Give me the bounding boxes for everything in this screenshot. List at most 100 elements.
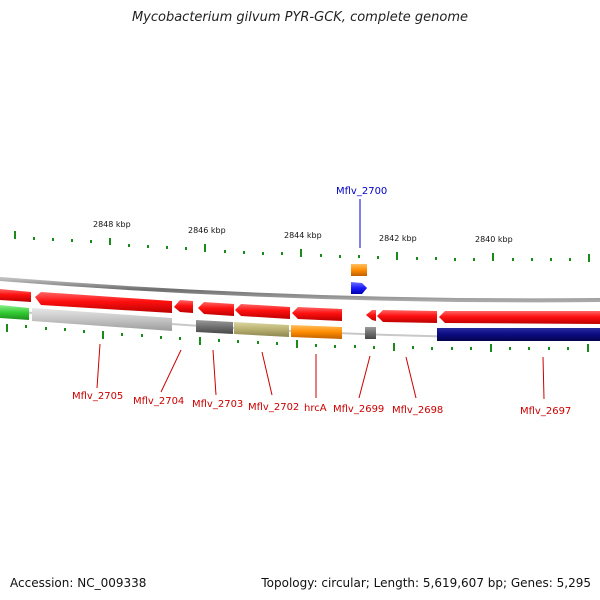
genome-backbone <box>0 277 600 303</box>
scale-label: 2844 kbp <box>284 231 322 240</box>
scale-tick <box>412 346 414 349</box>
gene-arrow[interactable] <box>35 292 172 313</box>
gene-block[interactable] <box>291 325 342 339</box>
gene-label[interactable]: Mflv_2699 <box>333 404 384 415</box>
scale-tick <box>509 347 511 350</box>
gene-label[interactable]: Mflv_2697 <box>520 406 571 417</box>
scale-tick <box>64 328 66 331</box>
scale-label: 2840 kbp <box>475 235 513 244</box>
callout-line <box>358 355 371 399</box>
scale-tick <box>14 231 16 239</box>
scale-tick <box>473 258 475 261</box>
callout-line <box>160 349 182 393</box>
scale-label: 2848 kbp <box>93 220 131 229</box>
scale-tick <box>528 347 530 350</box>
scale-labels: 2848 kbp 2846 kbp 2844 kbp 2842 kbp 2840… <box>93 220 513 244</box>
scale-tick <box>33 237 35 240</box>
scale-tick <box>83 330 85 333</box>
accession-text: Accession: NC_009338 <box>10 576 147 590</box>
scale-ticks-top <box>14 231 590 262</box>
scale-tick <box>454 258 456 261</box>
gene-feature[interactable] <box>351 264 367 276</box>
callout-line <box>212 349 217 396</box>
scale-tick <box>257 341 259 344</box>
scale-tick <box>6 324 8 332</box>
scale-tick <box>204 244 206 252</box>
scale-tick <box>300 249 302 257</box>
scale-tick <box>52 238 54 241</box>
scale-tick <box>185 247 187 250</box>
scale-tick <box>320 254 322 257</box>
gene-arrow[interactable] <box>366 310 376 321</box>
scale-tick <box>548 347 550 350</box>
scale-tick <box>512 258 514 261</box>
callout-line <box>405 356 417 399</box>
scale-tick <box>492 253 494 261</box>
scale-tick <box>243 251 245 254</box>
scale-tick <box>45 327 47 330</box>
scale-tick <box>587 344 589 352</box>
scale-tick <box>166 246 168 249</box>
gene-arrow[interactable] <box>235 304 290 319</box>
scale-tick <box>276 342 278 345</box>
scale-tick <box>435 257 437 260</box>
scale-tick <box>102 331 104 339</box>
gene-arrow[interactable] <box>0 289 31 302</box>
scale-label: 2846 kbp <box>188 226 226 235</box>
gene-label[interactable]: Mflv_2698 <box>392 405 443 416</box>
gene-arrow[interactable] <box>377 310 437 323</box>
gene-label[interactable]: Mflv_2705 <box>72 391 123 402</box>
gene-block[interactable] <box>32 308 172 331</box>
scale-tick <box>358 255 360 258</box>
scale-tick <box>354 345 356 348</box>
gene-label[interactable]: Mflv_2704 <box>133 396 184 407</box>
callout-line <box>261 351 273 396</box>
scale-tick <box>90 240 92 243</box>
scale-tick <box>431 347 433 350</box>
gene-label[interactable]: hrcA <box>304 403 327 414</box>
scale-tick <box>396 252 398 260</box>
scale-tick <box>373 346 375 349</box>
gene-label[interactable]: Mflv_2703 <box>192 399 243 410</box>
gene-arrow[interactable] <box>174 300 193 313</box>
genome-summary-text: Topology: circular; Length: 5,619,607 bp… <box>261 576 591 590</box>
scale-tick <box>179 337 181 340</box>
scale-tick <box>490 344 492 352</box>
gene-block[interactable] <box>234 322 289 337</box>
scale-tick <box>121 333 123 336</box>
scale-tick <box>451 347 453 350</box>
scale-tick <box>315 344 317 347</box>
scale-tick <box>470 347 472 350</box>
gene-block[interactable] <box>0 305 29 320</box>
gene-arrow[interactable] <box>439 311 600 324</box>
scale-tick <box>588 254 590 262</box>
scale-tick <box>218 339 220 342</box>
gene-arrow-highlight[interactable] <box>351 282 367 294</box>
forward-strand-features <box>0 264 600 324</box>
scale-tick <box>296 340 298 348</box>
gene-block[interactable] <box>196 320 233 334</box>
map-title: Mycobacterium gilvum PYR-GCK, complete g… <box>131 10 469 25</box>
gene-label[interactable]: Mflv_2702 <box>248 402 299 413</box>
callout-line <box>542 356 545 400</box>
scale-tick <box>567 347 569 350</box>
scale-ticks-bottom <box>6 324 589 352</box>
gene-label-highlight[interactable]: Mflv_2700 <box>336 186 387 197</box>
gene-callout-lines <box>96 199 545 400</box>
scale-tick <box>393 343 395 351</box>
scale-tick <box>377 256 379 259</box>
gene-arrow[interactable] <box>292 307 342 321</box>
scale-tick <box>25 325 27 328</box>
scale-tick <box>199 337 201 345</box>
scale-tick <box>416 257 418 260</box>
scale-tick <box>550 258 552 261</box>
scale-tick <box>281 252 283 255</box>
gene-arrow[interactable] <box>198 302 234 316</box>
gene-block[interactable] <box>365 327 376 339</box>
scale-tick <box>160 336 162 339</box>
gene-block[interactable] <box>437 328 600 341</box>
scale-label: 2842 kbp <box>379 234 417 243</box>
scale-tick <box>71 239 73 242</box>
reverse-strand-features <box>0 305 600 341</box>
